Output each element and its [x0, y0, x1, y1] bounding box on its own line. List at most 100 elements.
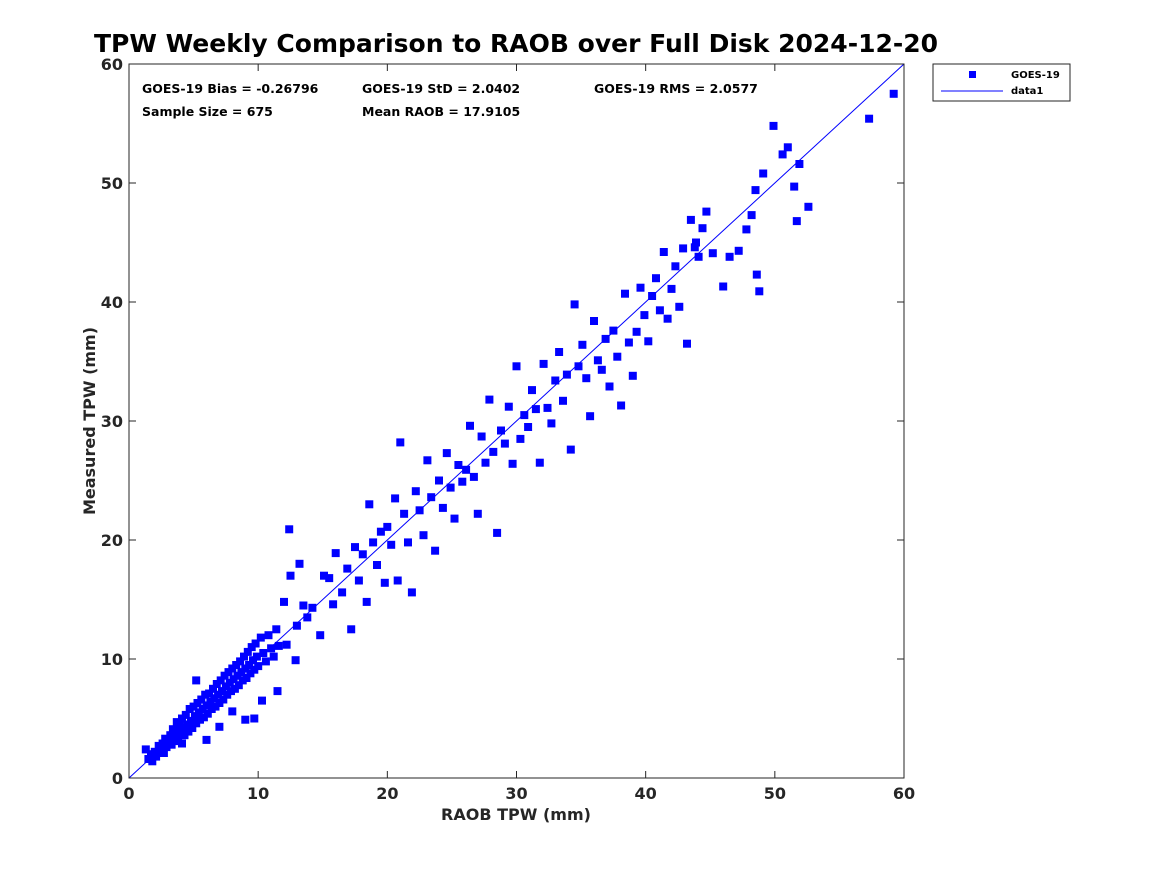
data-point	[234, 681, 243, 690]
x-tick-label: 50	[764, 784, 786, 803]
data-point	[698, 224, 707, 233]
data-point	[535, 458, 544, 467]
data-point	[466, 421, 474, 430]
data-point	[559, 396, 567, 405]
data-point	[167, 740, 176, 749]
data-point	[264, 631, 273, 640]
data-point	[242, 674, 251, 682]
data-point	[205, 689, 214, 698]
data-point	[500, 439, 509, 448]
data-point	[590, 317, 598, 325]
data-point	[269, 652, 278, 661]
data-point	[369, 538, 378, 547]
data-point	[469, 472, 478, 481]
plot-area	[128, 63, 905, 779]
data-point	[454, 461, 463, 469]
data-point	[636, 283, 645, 292]
y-tick-label: 30	[101, 412, 123, 431]
data-point	[804, 202, 813, 211]
data-point	[407, 588, 416, 597]
data-point	[338, 588, 347, 597]
data-point	[551, 376, 560, 385]
data-point	[285, 525, 294, 534]
data-point	[331, 549, 340, 558]
data-point	[795, 160, 804, 168]
data-point	[655, 306, 664, 315]
data-point	[259, 649, 268, 657]
y-tick-label: 60	[101, 55, 123, 74]
data-point	[150, 747, 159, 756]
y-tick-label: 10	[101, 650, 123, 669]
data-point	[690, 243, 699, 252]
data-point	[423, 456, 432, 465]
data-point	[613, 352, 622, 361]
data-point	[282, 640, 291, 649]
data-point	[539, 359, 548, 368]
data-point	[203, 709, 212, 718]
chart-title: TPW Weekly Comparison to RAOB over Full …	[94, 29, 938, 58]
data-point	[719, 282, 728, 291]
data-point	[148, 757, 157, 766]
data-point	[652, 274, 660, 283]
stat-bias: GOES-19 Bias = -0.26796	[142, 81, 319, 96]
y-tick-label: 50	[101, 174, 123, 193]
data-point	[683, 339, 691, 348]
data-point	[295, 559, 304, 568]
data-point	[387, 540, 396, 549]
data-point	[240, 652, 248, 661]
data-point	[252, 652, 261, 661]
data-point	[383, 522, 392, 531]
data-point	[663, 314, 672, 323]
data-point	[751, 186, 760, 195]
y-tick-label: 40	[101, 293, 123, 312]
data-point	[261, 657, 270, 666]
data-point	[347, 625, 356, 634]
data-point	[692, 238, 700, 247]
y-axis-ticks: 0 10 20 30 40 50 60	[101, 55, 904, 788]
data-point	[274, 641, 283, 650]
data-point	[524, 423, 533, 431]
stats-block: GOES-19 Bias = -0.26796 GOES-19 StD = 2.…	[142, 81, 758, 119]
data-point	[485, 395, 494, 404]
data-point	[280, 597, 288, 606]
data-point	[508, 459, 517, 468]
data-point	[243, 647, 252, 656]
x-tick-label: 60	[893, 784, 915, 803]
data-point	[574, 362, 583, 371]
stat-rms: GOES-19 RMS = 2.0577	[594, 81, 758, 96]
x-tick-label: 10	[247, 784, 269, 803]
data-point	[769, 121, 778, 130]
data-point	[376, 527, 385, 536]
data-point	[216, 676, 225, 685]
x-tick-label: 30	[505, 784, 527, 803]
stat-mean-raob: Mean RAOB = 17.9105	[362, 104, 520, 119]
data-point	[586, 412, 595, 421]
legend-box	[932, 63, 1071, 102]
data-point	[667, 284, 676, 293]
data-point	[531, 405, 540, 414]
data-point	[609, 326, 618, 335]
data-point	[236, 657, 245, 666]
data-point	[605, 382, 614, 391]
data-point	[435, 476, 443, 485]
data-point	[686, 215, 695, 224]
data-point	[241, 715, 250, 724]
data-point	[582, 374, 591, 383]
legend-marker-icon	[969, 71, 976, 78]
data-point	[396, 438, 405, 447]
data-point	[303, 613, 312, 622]
data-point	[365, 500, 374, 509]
data-point	[790, 182, 799, 191]
scatter-points	[141, 89, 898, 766]
data-point	[427, 493, 436, 502]
data-point	[419, 531, 428, 540]
data-point	[442, 449, 451, 458]
data-point	[458, 477, 467, 486]
data-point	[354, 576, 363, 585]
data-point	[759, 169, 768, 178]
data-point	[477, 432, 486, 441]
data-point	[778, 150, 787, 159]
data-point	[292, 621, 301, 630]
data-point	[528, 386, 536, 395]
data-point	[159, 749, 168, 757]
